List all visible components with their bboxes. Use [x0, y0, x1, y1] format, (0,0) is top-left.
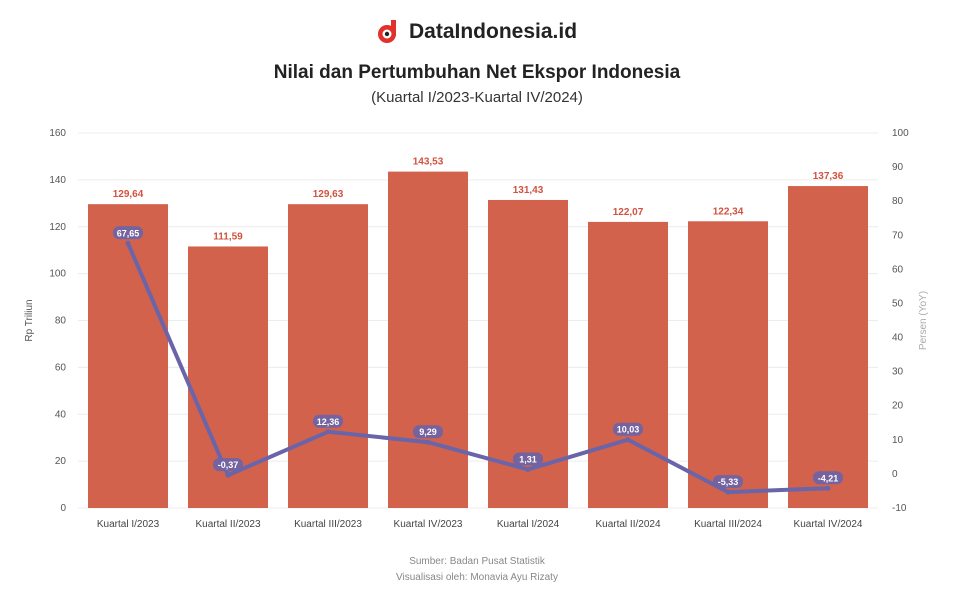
- line-value-label: -5,33: [718, 477, 739, 487]
- x-tick-label: Kuartal III/2024: [694, 519, 762, 530]
- chart-subtitle: (Kuartal I/2023-Kuartal IV/2024): [371, 89, 583, 106]
- bar-value-label: 129,64: [113, 189, 144, 200]
- y2-tick-label: 90: [892, 162, 904, 173]
- y2-tick-label: 30: [892, 367, 904, 378]
- bar: [688, 221, 768, 508]
- bar: [288, 204, 368, 508]
- dataindonesia-logo-icon: [377, 20, 396, 43]
- y-tick-label: 60: [55, 362, 67, 373]
- line-point: [425, 439, 431, 445]
- line-label-bg: [413, 425, 443, 439]
- x-tick-label: Kuartal I/2024: [497, 519, 560, 530]
- y-tick-label: 20: [55, 456, 67, 467]
- line-point: [225, 472, 231, 478]
- bar: [588, 221, 668, 508]
- line-label-bg: [113, 226, 143, 240]
- credit-note: Visualisasi oleh: Monavia Ayu Rizaty: [396, 572, 558, 583]
- bar-value-label: 137,36: [813, 171, 844, 182]
- y-tick-label: 140: [49, 175, 66, 186]
- line-point: [725, 489, 731, 495]
- y2-tick-label: 100: [892, 128, 909, 139]
- line-point: [125, 240, 131, 246]
- line-label-bg: [813, 471, 843, 485]
- line-value-label: 9,29: [419, 427, 437, 437]
- line-point: [325, 429, 331, 435]
- y2-tick-label: 0: [892, 469, 898, 480]
- line-point: [825, 485, 831, 491]
- line-value-label: 67,65: [117, 228, 140, 238]
- x-tick-label: Kuartal II/2024: [595, 519, 660, 530]
- line-value-label: -4,21: [818, 473, 839, 483]
- y2-tick-label: -10: [892, 503, 907, 514]
- line-point: [525, 466, 531, 472]
- line-label-bg: [313, 414, 343, 428]
- x-tick-label: Kuartal IV/2023: [394, 519, 463, 530]
- chart-title: Nilai dan Pertumbuhan Net Ekspor Indones…: [273, 62, 681, 83]
- bar-value-label: 122,34: [713, 206, 744, 217]
- brand-name: DataIndonesia.id: [408, 20, 578, 43]
- growth-line: [126, 242, 829, 495]
- y2-tick-label: 40: [892, 333, 904, 344]
- bar-value-label: 129,63: [313, 189, 344, 200]
- line-value-label: 10,03: [617, 425, 640, 435]
- y-tick-label: 40: [55, 409, 67, 420]
- y2-tick-label: 80: [892, 196, 904, 207]
- line-value-label: 1,31: [519, 454, 537, 464]
- y-tick-label: 0: [60, 503, 66, 514]
- bar-value-label: 143,53: [413, 157, 444, 168]
- y2-tick-label: 70: [892, 230, 904, 241]
- line-value-label: -0,37: [218, 460, 239, 470]
- x-tick-label: Kuartal I/2023: [97, 519, 160, 530]
- bar-value-label: 122,07: [613, 207, 644, 218]
- x-tick-label: Kuartal II/2023: [195, 519, 260, 530]
- y2-tick-label: 60: [892, 264, 904, 275]
- x-tick-label: Kuartal III/2023: [294, 519, 362, 530]
- line-value-label: 12,36: [317, 417, 340, 427]
- y2-tick-label: 20: [892, 401, 904, 412]
- y-tick-label: 120: [49, 222, 66, 233]
- bar-value-label: 131,43: [513, 185, 544, 196]
- line-label-bg: [513, 452, 543, 466]
- y-tick-label: 160: [49, 128, 66, 139]
- bar: [788, 186, 868, 508]
- line-label-bg: [613, 422, 643, 436]
- y2-tick-label: 50: [892, 298, 904, 309]
- bar: [88, 204, 168, 508]
- y-tick-label: 80: [55, 316, 67, 327]
- line-point: [625, 437, 631, 443]
- y2-tick-label: 10: [892, 435, 904, 446]
- line-label-bg: [213, 458, 243, 472]
- brand: DataIndonesia.id: [0, 20, 954, 44]
- bar-value-label: 111,59: [213, 231, 243, 242]
- y-tick-label: 100: [49, 269, 66, 280]
- bar: [388, 171, 468, 508]
- x-tick-label: Kuartal IV/2024: [794, 519, 863, 530]
- line-label-bg: [713, 475, 743, 489]
- y-axis-title: Rp Triliun: [24, 299, 35, 341]
- y2-axis-title: Persen (YoY): [918, 291, 929, 350]
- source-note: Sumber: Badan Pusat Statistik: [409, 556, 545, 567]
